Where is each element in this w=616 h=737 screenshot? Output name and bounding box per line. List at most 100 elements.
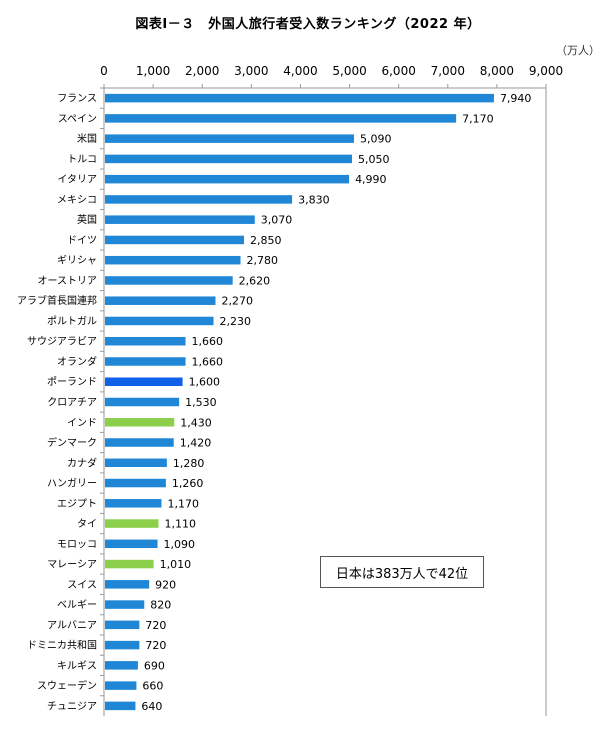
bar [105,478,166,488]
category-label: エジプト [57,498,97,510]
bar [105,701,136,711]
bar [105,276,233,285]
category-label: カナダ [67,456,97,469]
category-label: ポーランド [47,376,97,388]
note-box: 日本は383万人で42位 [320,556,484,588]
category-label: 英国 [77,213,97,226]
bar [105,499,162,508]
bar [105,458,167,468]
x-tick-label: 1,000 [136,64,170,78]
x-tick-label: 5,000 [332,64,366,78]
category-label: オランダ [57,355,97,368]
bar [105,296,216,305]
category-label: ポルトガル [47,315,97,327]
bar [105,661,138,670]
category-label: アルバニア [47,619,97,631]
data-label: 1,530 [185,396,217,409]
category-label: フランス [57,93,97,105]
category-label: ハンガリー [47,478,97,490]
data-label: 1,280 [173,457,205,470]
category-label: スウェーデン [37,679,97,692]
unit-label: （万人） [556,44,600,57]
category-label: インド [67,418,97,429]
category-label: デンマーク [47,436,97,449]
data-label: 640 [141,700,162,713]
category-label: イタリア [57,174,97,186]
category-label: 米国 [77,132,97,145]
data-label: 5,050 [358,153,390,166]
x-tick-label: 0 [100,64,108,78]
category-label: ギリシャ [57,255,97,267]
bar [105,174,350,184]
data-label: 1,010 [160,558,192,571]
x-tick-label: 7,000 [431,64,465,78]
bar [105,519,159,528]
x-tick-label: 3,000 [234,64,268,78]
category-label: オーストリア [38,275,98,287]
category-label: ベルギー [57,599,97,611]
bar [105,316,214,326]
data-label: 660 [142,680,163,693]
bar [105,357,186,366]
bar [105,336,186,346]
data-label: 1,430 [180,416,212,429]
data-label: 2,270 [221,295,253,308]
data-label: 3,070 [261,214,293,227]
bar [105,620,140,630]
data-label: 1,420 [180,437,212,450]
category-label: キルギス [57,660,97,672]
data-label: 1,170 [167,497,199,510]
x-tick-label: 8,000 [480,64,514,78]
data-label: 5,090 [360,133,392,146]
category-label: モロッコ [57,539,97,550]
category-label: アラブ首長国連邦 [17,294,97,307]
category-label: メキシコ [57,195,97,206]
category-label: マレーシア [47,560,97,571]
x-tick-label: 2,000 [185,64,219,78]
data-label: 1,660 [192,355,224,368]
bar [105,397,180,407]
bar [105,235,244,245]
data-label: 2,230 [220,315,252,328]
bar [105,539,158,549]
x-tick-label: 9,000 [529,64,563,78]
category-label: ドミニカ共和国 [27,640,97,652]
data-label: 720 [145,619,166,632]
bar [105,154,353,164]
bar [105,600,145,609]
bar [105,681,137,690]
data-label: 4,990 [355,173,387,186]
category-label: チュニジア [47,700,97,712]
bar [105,418,175,427]
data-label: 920 [155,578,176,591]
category-label: トルコ [67,154,97,165]
data-label: 2,620 [239,274,271,287]
data-label: 690 [144,659,165,672]
chart-title: 図表Ⅰ－３ 外国人旅行者受入数ランキング（2022 年） [135,17,481,32]
category-label: スイス [67,580,97,591]
data-label: 7,170 [462,112,494,125]
data-label: 1,660 [192,335,224,348]
bar [105,255,241,265]
bar [105,134,354,143]
data-label: 2,780 [247,254,278,267]
data-label: 1,110 [165,518,197,531]
data-label: 1,090 [164,538,196,551]
bar [105,114,457,123]
bar [105,580,150,589]
bar [105,93,494,103]
bar [105,215,255,224]
data-label: 1,600 [189,376,221,389]
x-tick-label: 6,000 [381,64,415,78]
bar [105,640,140,650]
data-label: 7,940 [500,92,532,105]
category-label: スペイン [58,114,97,125]
category-label: ドイツ [67,235,97,246]
x-tick-label: 4,000 [283,64,317,78]
data-label: 2,850 [250,234,282,247]
category-label: サウジアラビア [27,336,97,348]
category-label: タイ [77,518,97,530]
data-label: 1,260 [172,477,204,490]
